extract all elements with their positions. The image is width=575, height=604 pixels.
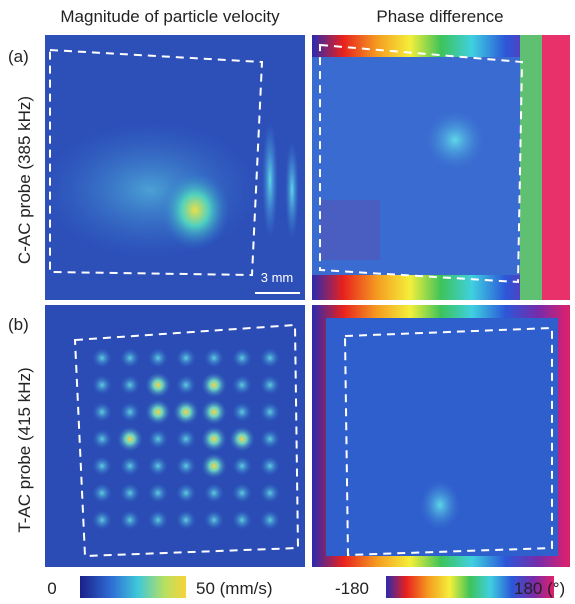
- velocity-spot: [232, 348, 252, 368]
- velocity-spot: [204, 483, 224, 503]
- velocity-spot: [92, 483, 112, 503]
- velocity-spot: [176, 375, 196, 395]
- velocity-spot: [260, 510, 280, 530]
- velocity-spot: [232, 483, 252, 503]
- velocity-spot: [92, 456, 112, 476]
- velocity-spot: [232, 375, 252, 395]
- velocity-spot: [176, 510, 196, 530]
- velocity-spot: [145, 372, 171, 398]
- velocity-spot: [176, 483, 196, 503]
- velocity-spot: [120, 375, 140, 395]
- velocity-spot: [92, 348, 112, 368]
- velocity-spot: [120, 510, 140, 530]
- velocity-spot: [201, 453, 227, 479]
- velocity-spot: [120, 402, 140, 422]
- velocity-spot: [148, 429, 168, 449]
- velocity-spot: [92, 402, 112, 422]
- velocity-spot: [229, 426, 255, 452]
- velocity-spot: [176, 348, 196, 368]
- velocity-spot: [145, 399, 171, 425]
- velocity-spot: [92, 375, 112, 395]
- velocity-spot: [232, 456, 252, 476]
- velocity-spot: [120, 456, 140, 476]
- velocity-spot: [120, 483, 140, 503]
- velocity-spot: [204, 348, 224, 368]
- velocity-spot: [176, 456, 196, 476]
- scale-bar-label: 3 mm: [261, 270, 294, 285]
- velocity-spot: [148, 483, 168, 503]
- row-label: T-AC probe (415 kHz): [15, 367, 34, 532]
- velocity-spot: [260, 348, 280, 368]
- column-title: Phase difference: [376, 7, 503, 26]
- velocity-spot: [120, 348, 140, 368]
- panel-label: (a): [8, 47, 29, 66]
- velocity-spot: [201, 426, 227, 452]
- panel-label: (b): [8, 315, 29, 334]
- velocity-spot: [260, 483, 280, 503]
- velocity-spot: [148, 348, 168, 368]
- velocity-spot: [260, 429, 280, 449]
- velocity-spot: [260, 456, 280, 476]
- velocity-spot: [117, 426, 143, 452]
- velocity-spot: [92, 429, 112, 449]
- velocity-map-a: [40, 35, 305, 300]
- row-label: C-AC probe (385 kHz): [15, 96, 34, 264]
- velocity-spot: [201, 399, 227, 425]
- velocity-spot: [260, 402, 280, 422]
- velocity-spot: [148, 456, 168, 476]
- phase-map-a: [312, 35, 570, 300]
- velocity-spot: [260, 375, 280, 395]
- velocity-spot: [204, 510, 224, 530]
- velocity-spot: [173, 399, 199, 425]
- colorbar: [80, 576, 186, 598]
- figure: Magnitude of particle velocity Phase dif…: [0, 0, 575, 604]
- column-title: Magnitude of particle velocity: [60, 7, 280, 26]
- velocity-spot: [232, 402, 252, 422]
- velocity-spot: [148, 510, 168, 530]
- velocity-spot: [176, 429, 196, 449]
- velocity-spot: [232, 510, 252, 530]
- colorbar-max: 180 (°): [514, 579, 565, 598]
- colorbar-min: -180: [335, 579, 369, 598]
- colorbar-min: 0: [47, 579, 56, 598]
- colorbar-max: 50 (mm/s): [196, 579, 273, 598]
- phase-map-b: [312, 305, 570, 567]
- velocity-spot: [92, 510, 112, 530]
- velocity-spot: [201, 372, 227, 398]
